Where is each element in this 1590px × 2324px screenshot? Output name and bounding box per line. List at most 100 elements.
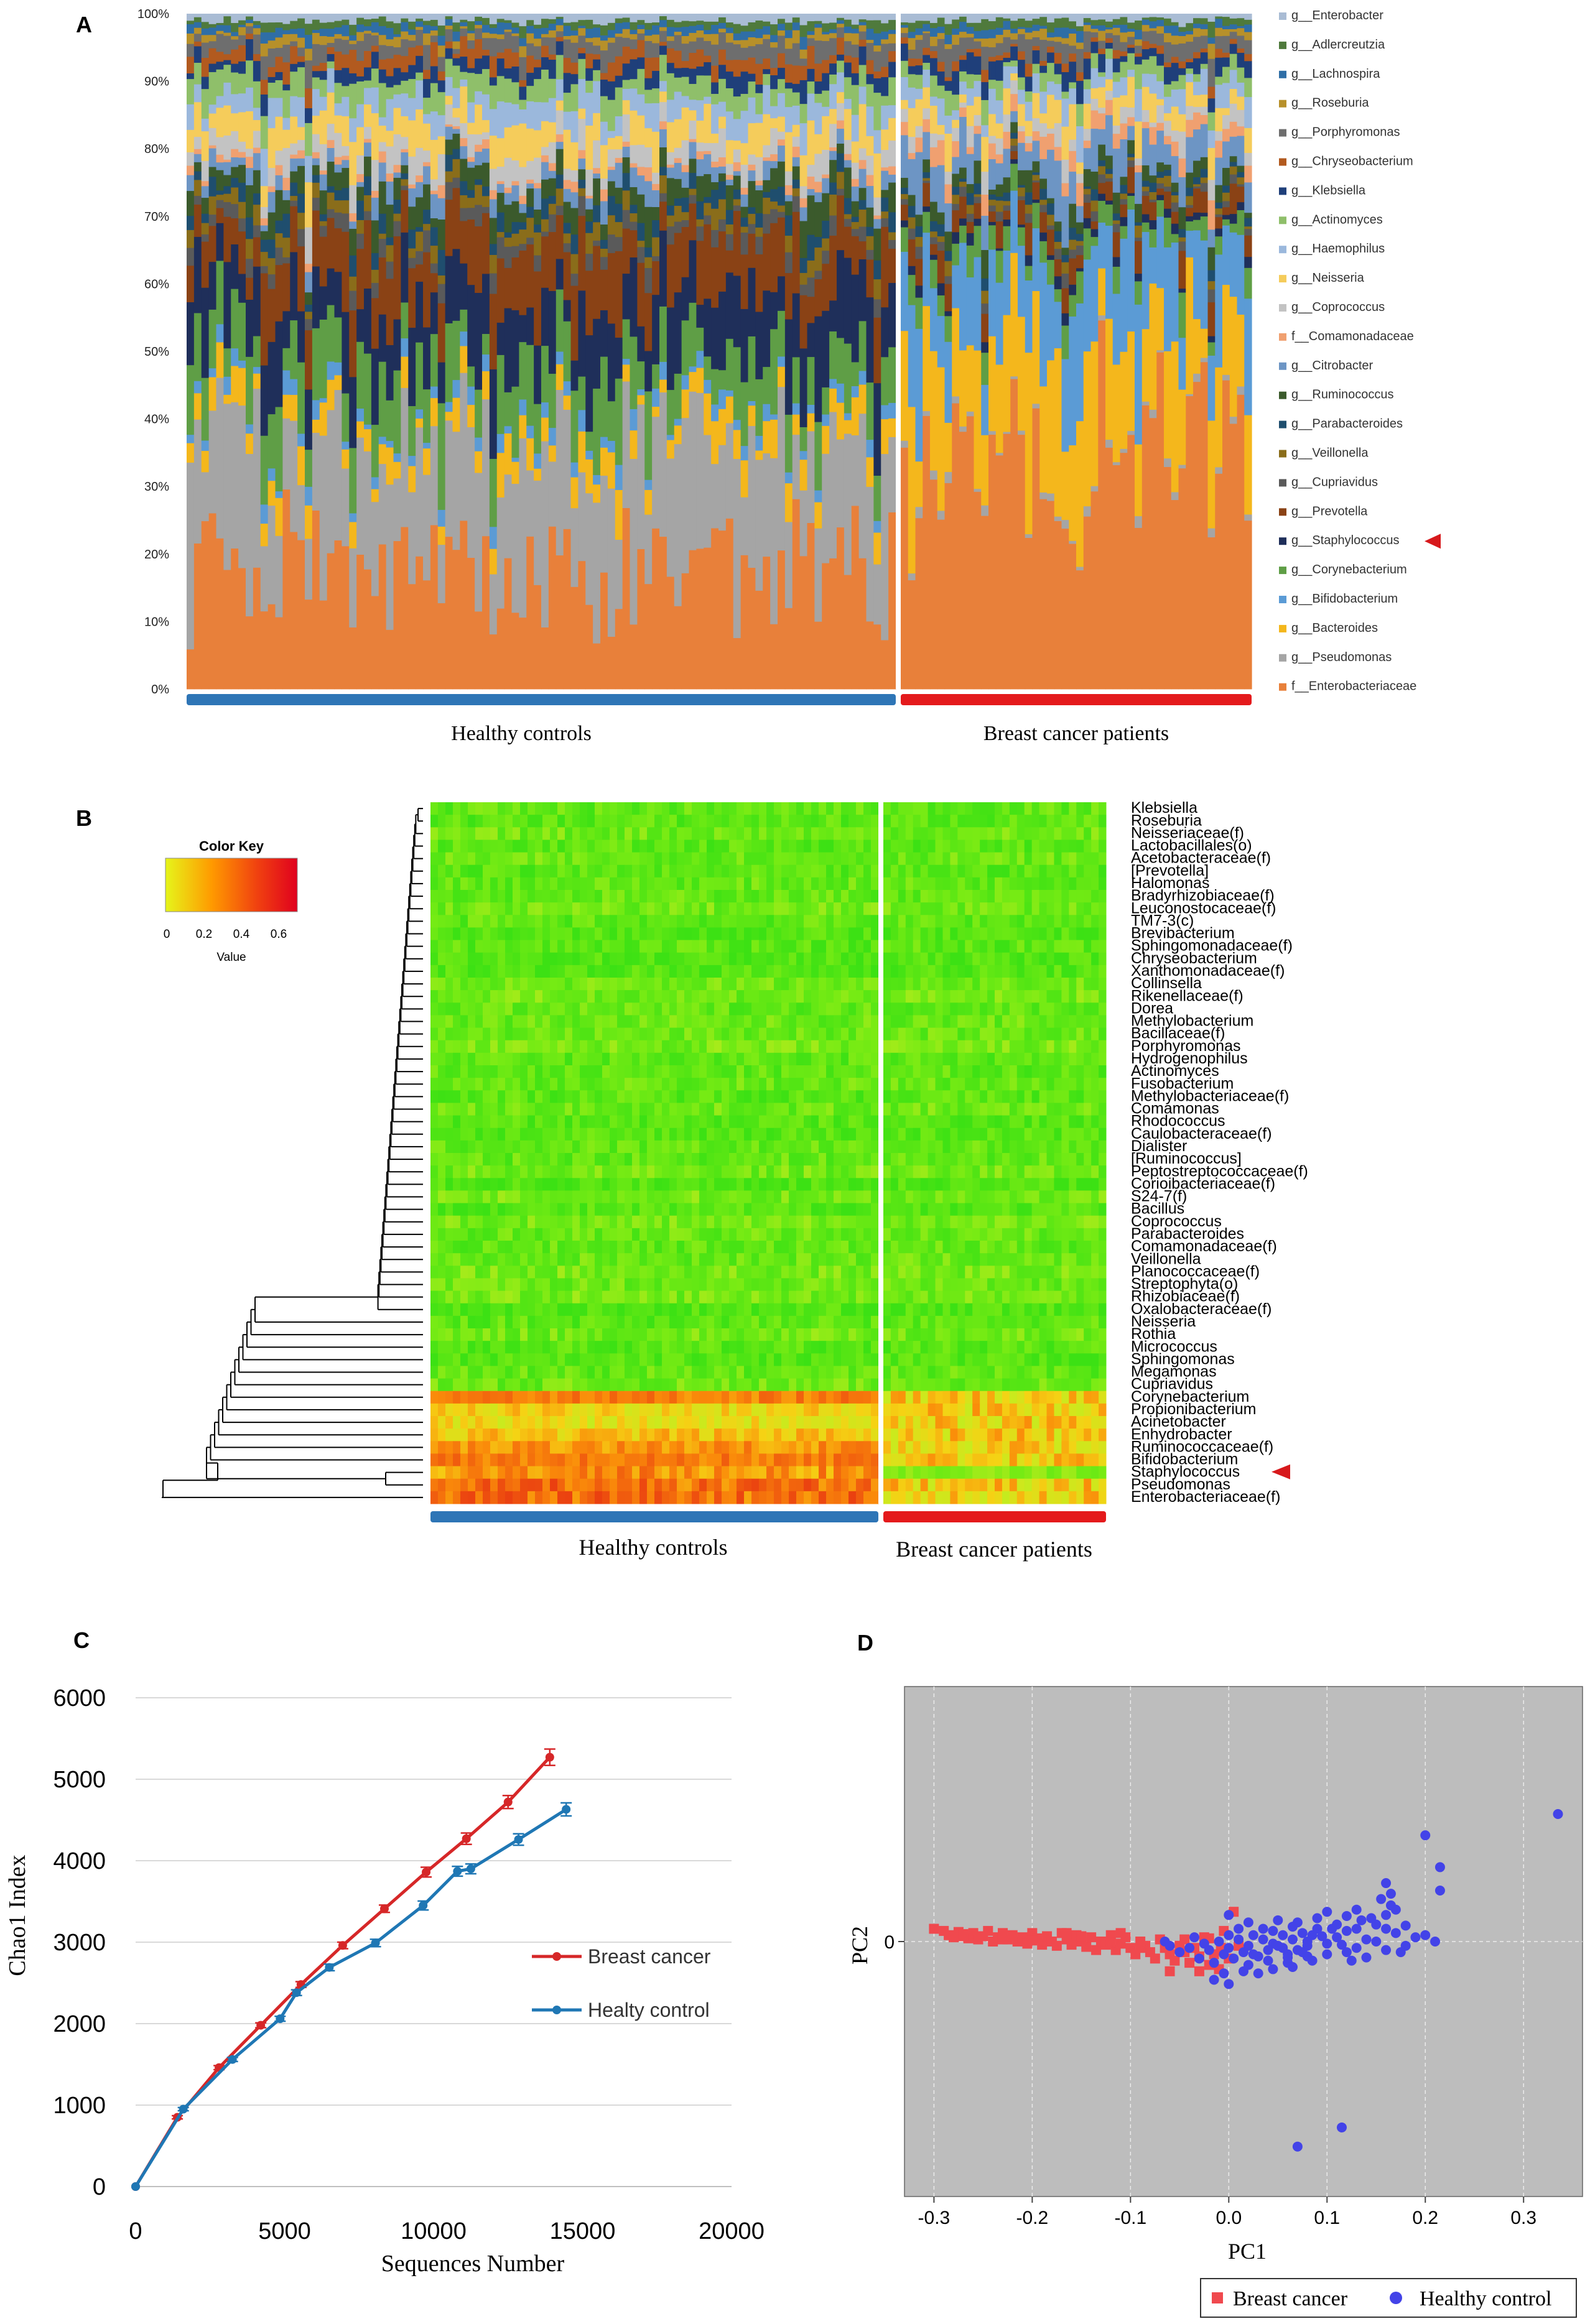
bar-segment xyxy=(208,24,217,28)
bar-segment xyxy=(342,159,350,169)
bar-segment xyxy=(1039,241,1048,263)
bar-segment xyxy=(778,67,786,80)
heatmap-cell xyxy=(826,952,834,966)
bar-segment xyxy=(1025,534,1033,539)
bar-segment xyxy=(437,57,446,72)
bar-segment xyxy=(193,22,202,28)
bar-segment xyxy=(1215,228,1223,237)
heatmap-cell xyxy=(1031,802,1040,815)
heatmap-cell xyxy=(848,815,857,828)
bar-segment xyxy=(1047,40,1055,47)
bar-segment xyxy=(1229,155,1238,162)
bar-segment xyxy=(496,34,505,39)
bar-segment xyxy=(1244,14,1252,20)
bar-segment xyxy=(1237,27,1245,36)
bar-segment xyxy=(923,178,931,181)
bar-segment xyxy=(223,135,231,160)
bar-segment xyxy=(837,153,845,172)
bar-segment xyxy=(1054,14,1062,19)
heatmap-cell xyxy=(528,965,536,978)
bar-segment xyxy=(1156,177,1165,183)
heatmap-cell xyxy=(595,852,603,866)
heatmap-cell xyxy=(980,864,988,878)
bar-segment xyxy=(282,24,291,30)
legend-entry: g__Parabacteroides xyxy=(1291,417,1403,431)
bar-segment xyxy=(799,450,808,460)
bar-segment xyxy=(475,184,483,205)
bar-segment xyxy=(959,431,967,690)
heatmap-cell xyxy=(625,915,633,928)
bar-segment xyxy=(541,69,549,103)
bar-segment xyxy=(452,177,460,188)
bar-segment xyxy=(452,58,460,66)
bar-segment xyxy=(282,213,291,238)
bar-segment xyxy=(1090,110,1099,129)
bar-segment xyxy=(630,14,638,22)
bar-segment xyxy=(1083,186,1092,189)
bar-segment xyxy=(460,263,468,310)
bar-segment xyxy=(858,14,867,20)
bar-segment xyxy=(770,106,778,119)
bar-segment xyxy=(482,213,490,274)
bar-segment xyxy=(1120,62,1128,78)
bar-segment xyxy=(1186,73,1194,83)
bar-segment xyxy=(822,174,830,178)
bar-segment xyxy=(1178,27,1186,32)
bar-segment xyxy=(988,29,997,39)
bar-segment xyxy=(725,60,734,72)
bar-segment xyxy=(1112,192,1121,214)
bar-segment xyxy=(334,190,342,201)
heatmap-cell xyxy=(826,877,834,891)
heatmap-cell xyxy=(587,802,595,815)
heatmap-cell xyxy=(662,902,670,915)
bar-segment xyxy=(327,53,335,62)
heatmap-cell xyxy=(781,840,789,853)
bar-segment xyxy=(1127,14,1135,23)
bar-segment xyxy=(430,14,439,20)
bar-segment xyxy=(386,447,394,485)
heatmap-cell xyxy=(617,877,625,891)
bar-segment xyxy=(1025,121,1033,137)
bar-segment xyxy=(386,130,394,147)
bar-segment xyxy=(504,204,513,233)
heatmap-cell xyxy=(826,827,834,840)
heatmap-cell xyxy=(1054,840,1062,853)
bar-segment xyxy=(988,114,997,136)
heatmap-cell xyxy=(789,890,797,903)
bar-segment xyxy=(1076,245,1084,256)
bar-segment xyxy=(974,257,982,351)
heatmap-cell xyxy=(632,852,640,866)
heatmap-cell xyxy=(863,952,872,966)
bar-segment xyxy=(778,386,786,551)
bar-segment xyxy=(556,19,564,25)
bar-segment xyxy=(799,14,808,25)
bar-segment xyxy=(452,65,460,88)
bar-segment xyxy=(548,461,557,527)
bar-segment xyxy=(342,146,350,156)
bar-segment xyxy=(652,43,660,58)
bar-segment xyxy=(988,47,997,57)
bar-segment xyxy=(416,556,424,690)
bar-segment xyxy=(1207,37,1216,44)
heatmap-cell xyxy=(848,877,857,891)
bar-segment xyxy=(1025,136,1033,144)
bar-segment xyxy=(1098,165,1106,175)
bar-segment xyxy=(548,23,557,30)
bar-segment xyxy=(637,395,645,405)
bar-segment xyxy=(784,201,793,216)
bar-segment xyxy=(416,80,424,109)
bar-segment xyxy=(437,45,446,57)
bar-segment xyxy=(778,217,786,277)
heatmap-cell xyxy=(737,952,745,966)
heatmap-cell xyxy=(707,965,715,978)
bar-segment xyxy=(814,93,822,103)
bar-segment xyxy=(681,14,690,21)
heatmap-cell xyxy=(980,840,988,853)
bar-segment xyxy=(778,23,786,30)
bar-segment xyxy=(519,195,527,205)
healthy-sample-bar xyxy=(238,14,246,690)
bar-segment xyxy=(908,205,916,218)
bar-segment xyxy=(644,206,653,248)
heatmap-cell xyxy=(856,915,864,928)
bar-segment xyxy=(267,32,276,41)
